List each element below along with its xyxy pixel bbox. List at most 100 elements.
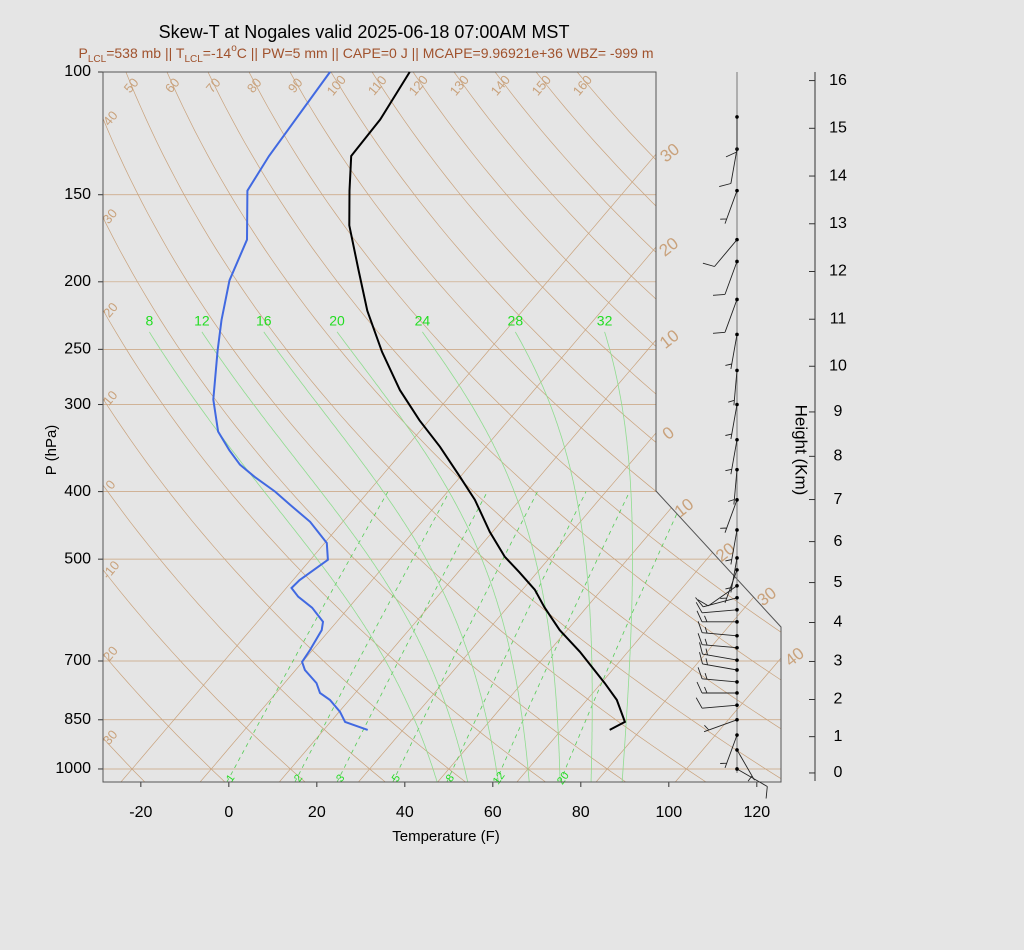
mixing-ratio-line — [495, 491, 630, 782]
y-tick-label: 700 — [64, 652, 91, 669]
subtitle-part: LCL — [184, 54, 203, 65]
isotherm — [675, 72, 781, 782]
dry-adiabat — [103, 72, 707, 782]
wind-station-dot — [735, 467, 739, 472]
wind-station-dot — [735, 748, 739, 752]
y-tick-label: 150 — [64, 186, 91, 203]
wind-barb — [697, 633, 738, 649]
dry-adiabat — [103, 72, 466, 782]
y2-tick-label: 15 — [829, 120, 847, 137]
x-tick-label: 80 — [572, 804, 590, 821]
moist-adiabat-label: 32 — [597, 313, 613, 329]
y2-tick-label: 3 — [834, 653, 843, 670]
wind-barb — [725, 557, 738, 593]
wind-station-dot — [735, 658, 739, 662]
mixing-ratio-line — [336, 491, 488, 782]
wind-barb — [699, 642, 738, 661]
subtitle-part: =538 mb || T — [106, 45, 185, 61]
mixing-ratio-line — [446, 491, 587, 782]
dry-adiabat — [103, 72, 386, 782]
dry-adiabat — [248, 72, 781, 782]
y2-tick-label: 1 — [834, 728, 843, 745]
wind-barb — [725, 529, 738, 565]
y2-tick-label: 13 — [829, 215, 847, 232]
wind-station-dot — [735, 402, 739, 407]
dry-adiabat — [453, 72, 781, 782]
mixing-ratio-label: 3 — [334, 772, 347, 784]
wind-station-dot — [735, 437, 739, 442]
subtitle-part: P — [79, 45, 88, 61]
y-tick-label: 850 — [64, 711, 91, 728]
wind-station-dot — [735, 645, 739, 650]
mixing-ratio-label: 12 — [491, 770, 508, 787]
y2-tick-label: 11 — [830, 310, 847, 327]
dry-adiabat — [494, 72, 781, 782]
moist-adiabat-label: 20 — [329, 313, 345, 329]
wind-station-dot — [735, 703, 739, 707]
wind-barb — [712, 299, 738, 334]
moist-adiabat-label: 16 — [256, 313, 272, 329]
dry-adiabat — [330, 72, 781, 782]
y-tick-label: 300 — [64, 396, 91, 413]
mixing-ratio-label: 5 — [390, 772, 403, 784]
subtitle-part: =-14 — [203, 45, 232, 61]
wind-barb — [712, 261, 738, 296]
isotherm — [279, 72, 781, 782]
wind-station-dot — [735, 237, 739, 242]
mixing-ratio-label: 20 — [555, 770, 572, 787]
x-axis-title: Temperature (F) — [392, 828, 500, 845]
x-tick-label: 20 — [308, 804, 326, 821]
wind-station-dot — [735, 368, 739, 373]
wind-station-dot — [735, 607, 739, 612]
wind-station-dot — [735, 717, 739, 722]
mixing-ratio-label: 2 — [292, 772, 305, 784]
subtitle-part: LCL — [88, 54, 107, 65]
moist-adiabat — [263, 331, 499, 782]
y2-axis-title: Height (Km) — [792, 405, 811, 496]
wind-barb — [720, 499, 738, 533]
dry-adiabat — [103, 72, 546, 782]
wind-station-dot — [735, 498, 739, 502]
wind-station-dot — [735, 668, 739, 672]
plot-frame — [102, 71, 782, 783]
subtitle-part: o — [231, 43, 237, 54]
y2-tick-label: 16 — [829, 72, 847, 89]
wind-station-dot — [735, 620, 739, 624]
y2-tick-label: 7 — [834, 491, 843, 508]
y2-tick-label: 12 — [829, 263, 847, 280]
moist-adiabat — [514, 331, 593, 782]
dry-adiabat — [103, 72, 226, 782]
y-tick-label: 500 — [64, 550, 91, 567]
wind-station-dot — [735, 332, 739, 337]
wind-barb — [725, 439, 738, 475]
wind-station-dot — [735, 633, 739, 638]
moist-adiabat — [422, 331, 561, 782]
y-tick-label: 200 — [64, 273, 91, 290]
wind-barb — [703, 719, 738, 733]
dry-adiabat — [207, 72, 781, 782]
wind-barb — [697, 667, 738, 683]
y2-tick-label: 0 — [834, 764, 843, 781]
wind-barb — [697, 621, 738, 637]
wind-barb — [699, 652, 738, 671]
y-tick-label: 250 — [64, 341, 91, 358]
moist-adiabat — [336, 331, 530, 782]
y-tick-label: 100 — [64, 63, 91, 80]
moist-adiabat — [201, 331, 469, 782]
wind-barb — [736, 749, 755, 782]
wind-station-dot — [735, 528, 739, 532]
wind-station-dot — [735, 115, 739, 119]
wind-station-dot — [735, 680, 739, 684]
wind-barb — [702, 239, 738, 267]
wind-station-dot — [735, 733, 739, 737]
wind-station-dot — [735, 188, 739, 193]
dry-adiabat — [125, 72, 781, 782]
wind-barb — [695, 697, 738, 709]
wind-barb — [725, 334, 738, 369]
mixing-ratio-line — [392, 491, 538, 782]
y2-tick-label: 6 — [834, 533, 843, 550]
wind-barb — [720, 569, 738, 603]
wind-station-dot — [735, 568, 739, 572]
